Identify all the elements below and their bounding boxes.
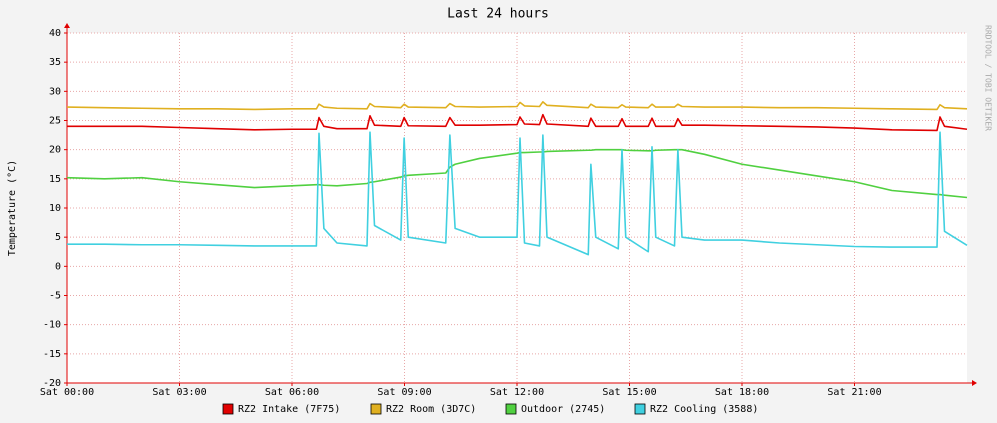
y-tick-label: -10	[43, 320, 61, 331]
legend-swatch	[222, 403, 234, 415]
y-tick-label: 10	[49, 203, 61, 214]
y-axis-label: Temperature (°C)	[7, 160, 18, 256]
x-tick-label: Sat 21:00	[827, 387, 881, 398]
x-tick-label: Sat 06:00	[265, 387, 319, 398]
x-tick-label: Sat 09:00	[377, 387, 431, 398]
y-tick-label: -15	[43, 349, 61, 360]
chart-title: Last 24 hours	[447, 7, 549, 22]
y-tick-label: -5	[49, 291, 61, 302]
legend-swatch	[505, 403, 517, 415]
y-tick-label: 5	[55, 232, 61, 243]
series-line	[66, 148, 968, 199]
y-axis-arrow	[64, 23, 70, 28]
watermark: RRDTOOL / TOBI OETIKER	[984, 25, 993, 131]
legend-swatch	[370, 403, 382, 415]
x-tick-label: Sat 15:00	[602, 387, 656, 398]
y-tick-label: 25	[49, 116, 61, 127]
y-tick-label: -20	[43, 378, 61, 389]
y-tick-label: 0	[55, 261, 61, 272]
y-tick-label: 40	[49, 28, 61, 39]
x-axis-arrow	[972, 380, 977, 386]
y-tick-label: 20	[49, 145, 61, 156]
legend-label: RZ2 Room (3D7C)	[386, 404, 476, 415]
series-line	[66, 101, 968, 111]
y-tick-label: 30	[49, 86, 61, 97]
x-tick-label: Sat 00:00	[40, 387, 94, 398]
x-tick-label: Sat 18:00	[715, 387, 769, 398]
x-tick-label: Sat 03:00	[152, 387, 206, 398]
legend-label: RZ2 Intake (7F75)	[238, 404, 340, 415]
x-tick-label: Sat 12:00	[490, 387, 544, 398]
series-line	[67, 113, 968, 132]
legend-label: RZ2 Cooling (3588)	[650, 404, 758, 415]
legend-swatch	[634, 403, 646, 415]
legend-label: Outdoor (2745)	[521, 404, 605, 415]
y-tick-label: 35	[49, 57, 61, 68]
y-tick-label: 15	[49, 174, 61, 185]
series-line	[67, 131, 968, 256]
